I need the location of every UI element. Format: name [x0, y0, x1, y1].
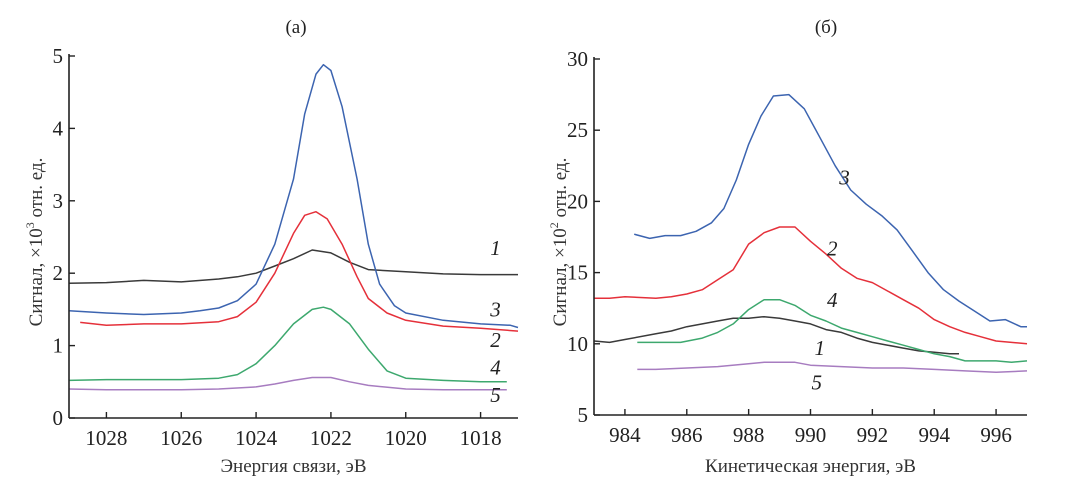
- curve-label-4: 4: [490, 356, 501, 380]
- x-tick-label: 996: [980, 423, 1012, 447]
- curve-3: [68, 63, 519, 329]
- y-axis-title-suffix: отн. ед.: [550, 158, 571, 223]
- y-tick-label: 2: [53, 261, 64, 285]
- curve-1: [68, 249, 518, 285]
- panel-a-curves: 1 2 3 4 5: [68, 63, 519, 407]
- panel-a-x-axis-title: Энергия связи, эВ: [221, 456, 367, 477]
- curve-5: [68, 376, 507, 391]
- y-tick-label: 0: [53, 406, 64, 430]
- y-tick-label: 1: [53, 334, 64, 358]
- panel-a-title: (a): [285, 17, 306, 38]
- panel-a-axes: 0 1 2 3 4 5 1028 1026 1024 1022 1020 1018: [53, 44, 518, 450]
- curve-5: [637, 361, 1028, 374]
- y-axis-title-suffix: отн. ед.: [26, 158, 47, 223]
- x-tick-label: 990: [795, 423, 827, 447]
- curve-4: [637, 298, 1028, 364]
- panel-b: (б) 1 2 3 4 5 5 10 15 20 25 30 984 986 988 990 992 994 9…: [547, 17, 1028, 477]
- curve-label-1: 1: [815, 336, 826, 360]
- y-axis-title-exponent: 3: [23, 222, 37, 228]
- y-tick-label: 25: [567, 118, 588, 142]
- x-tick-label: 1018: [460, 426, 502, 450]
- y-tick-label: 10: [567, 332, 588, 356]
- x-tick-label: 986: [671, 423, 703, 447]
- x-tick-label: 1028: [85, 426, 127, 450]
- curve-label-1: 1: [490, 236, 501, 260]
- x-tick-label: 994: [918, 423, 950, 447]
- y-tick-label: 4: [53, 116, 64, 140]
- x-tick-label: 1026: [160, 426, 202, 450]
- curve-label-2: 2: [827, 237, 838, 261]
- curve-label-5: 5: [490, 383, 501, 407]
- x-tick-label: 1020: [385, 426, 427, 450]
- panel-a: (a) 1 2 3 4 5 0 1 2 3 4 5 1028 1026 1024 1022 1020 1018…: [23, 17, 519, 477]
- x-tick-label: 1022: [310, 426, 352, 450]
- y-axis-title-prefix: Сигнал, ×10: [26, 228, 47, 326]
- curve-2: [594, 226, 1028, 345]
- panel-a-y-axis-title: Сигнал, ×103 отн. ед.: [23, 158, 47, 327]
- y-tick-label: 15: [567, 261, 588, 285]
- panel-b-y-axis-title: Сигнал, ×102 отн. ед.: [547, 158, 571, 327]
- curve-3: [634, 93, 1027, 328]
- x-tick-label: 992: [857, 423, 889, 447]
- panel-b-curves: 1 2 3 4 5: [593, 93, 1028, 394]
- y-tick-label: 3: [53, 189, 64, 213]
- curve-label-5: 5: [811, 370, 822, 394]
- x-tick-label: 1024: [235, 426, 278, 450]
- panel-b-x-axis-title: Кинетическая энергия, эВ: [705, 456, 916, 477]
- curve-label-3: 3: [489, 298, 501, 322]
- y-tick-label: 20: [567, 189, 588, 213]
- y-tick-label: 30: [567, 47, 588, 71]
- curve-label-2: 2: [490, 328, 501, 352]
- y-tick-label: 5: [578, 403, 589, 427]
- curve-label-4: 4: [827, 288, 838, 312]
- curve-4: [68, 306, 507, 383]
- y-tick-label: 5: [53, 44, 64, 68]
- y-axis-title-exponent: 2: [547, 222, 561, 228]
- curve-label-3: 3: [838, 165, 850, 189]
- curve-1: [593, 315, 959, 355]
- x-tick-label: 984: [609, 423, 641, 447]
- x-tick-label: 988: [733, 423, 765, 447]
- panel-b-title: (б): [815, 17, 837, 38]
- y-axis-title-prefix: Сигнал, ×10: [550, 228, 571, 326]
- curve-2: [80, 210, 519, 332]
